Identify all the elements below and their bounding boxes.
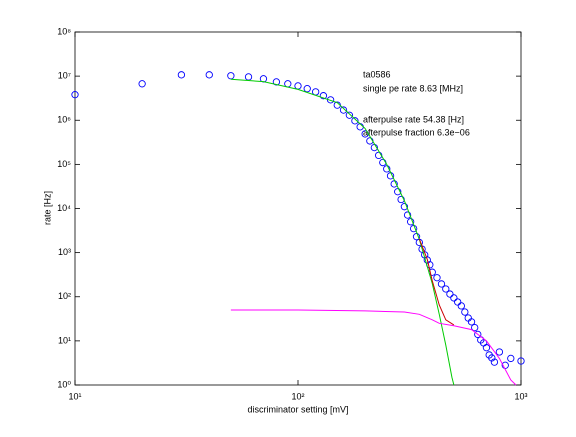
annotation: ta0586	[363, 69, 391, 79]
data-point	[467, 318, 476, 326]
data-point	[319, 92, 328, 100]
data-point	[227, 72, 235, 80]
data-point	[345, 111, 354, 119]
y-tick-label: 10⁵	[57, 159, 71, 169]
y-tick-label: 10⁰	[57, 379, 71, 389]
data-point	[400, 203, 409, 211]
plot-area	[74, 31, 522, 386]
data-point	[351, 117, 359, 125]
data-point	[303, 85, 311, 93]
data-point	[71, 91, 79, 99]
x-axis-label: discriminator setting [mV]	[247, 404, 348, 414]
data-point	[474, 330, 482, 339]
x-tick-label: 10³	[514, 391, 527, 401]
x-tick-label: 10²	[291, 391, 304, 401]
x-tick-label: 10¹	[68, 391, 81, 401]
data-point	[412, 233, 421, 241]
data-point	[454, 298, 462, 306]
annotation: afterpulse fraction 6.3e−06	[363, 127, 470, 137]
data-point	[177, 71, 186, 79]
y-tick-label: 10⁶	[57, 115, 71, 125]
data-point	[490, 358, 499, 366]
data-point	[495, 348, 504, 356]
y-tick-label: 10²	[58, 291, 71, 301]
fit-line	[418, 238, 455, 326]
annotation: single pe rate 8.63 [MHz]	[363, 83, 463, 93]
y-tick-label: 10¹	[58, 335, 71, 345]
data-point	[471, 323, 479, 332]
annotation: afterpulse rate 54.38 [Hz]	[363, 114, 464, 124]
data-point	[507, 354, 515, 363]
data-point	[488, 354, 496, 362]
y-tick-label: 10⁴	[57, 203, 71, 213]
data-point	[442, 285, 450, 293]
y-axis-label: rate [Hz]	[42, 191, 52, 225]
data-point	[482, 344, 491, 352]
data-point	[272, 78, 281, 86]
data-point	[437, 280, 446, 288]
data-point	[446, 290, 454, 298]
data-point	[461, 308, 469, 316]
data-point	[406, 218, 415, 226]
data-point	[403, 211, 412, 219]
data-point	[205, 71, 213, 79]
data-point	[433, 274, 441, 282]
fit-line	[230, 309, 517, 386]
data-point	[517, 357, 525, 365]
y-tick-label: 10³	[58, 247, 71, 257]
data-point	[394, 188, 402, 196]
y-tick-label: 10⁷	[58, 71, 71, 81]
y-tick-label: 10⁸	[57, 26, 71, 36]
data-point	[457, 302, 465, 310]
data-point	[383, 165, 391, 173]
data-point	[450, 294, 458, 302]
data-point	[138, 80, 146, 88]
fit-line	[230, 78, 455, 386]
data-point	[339, 106, 348, 114]
